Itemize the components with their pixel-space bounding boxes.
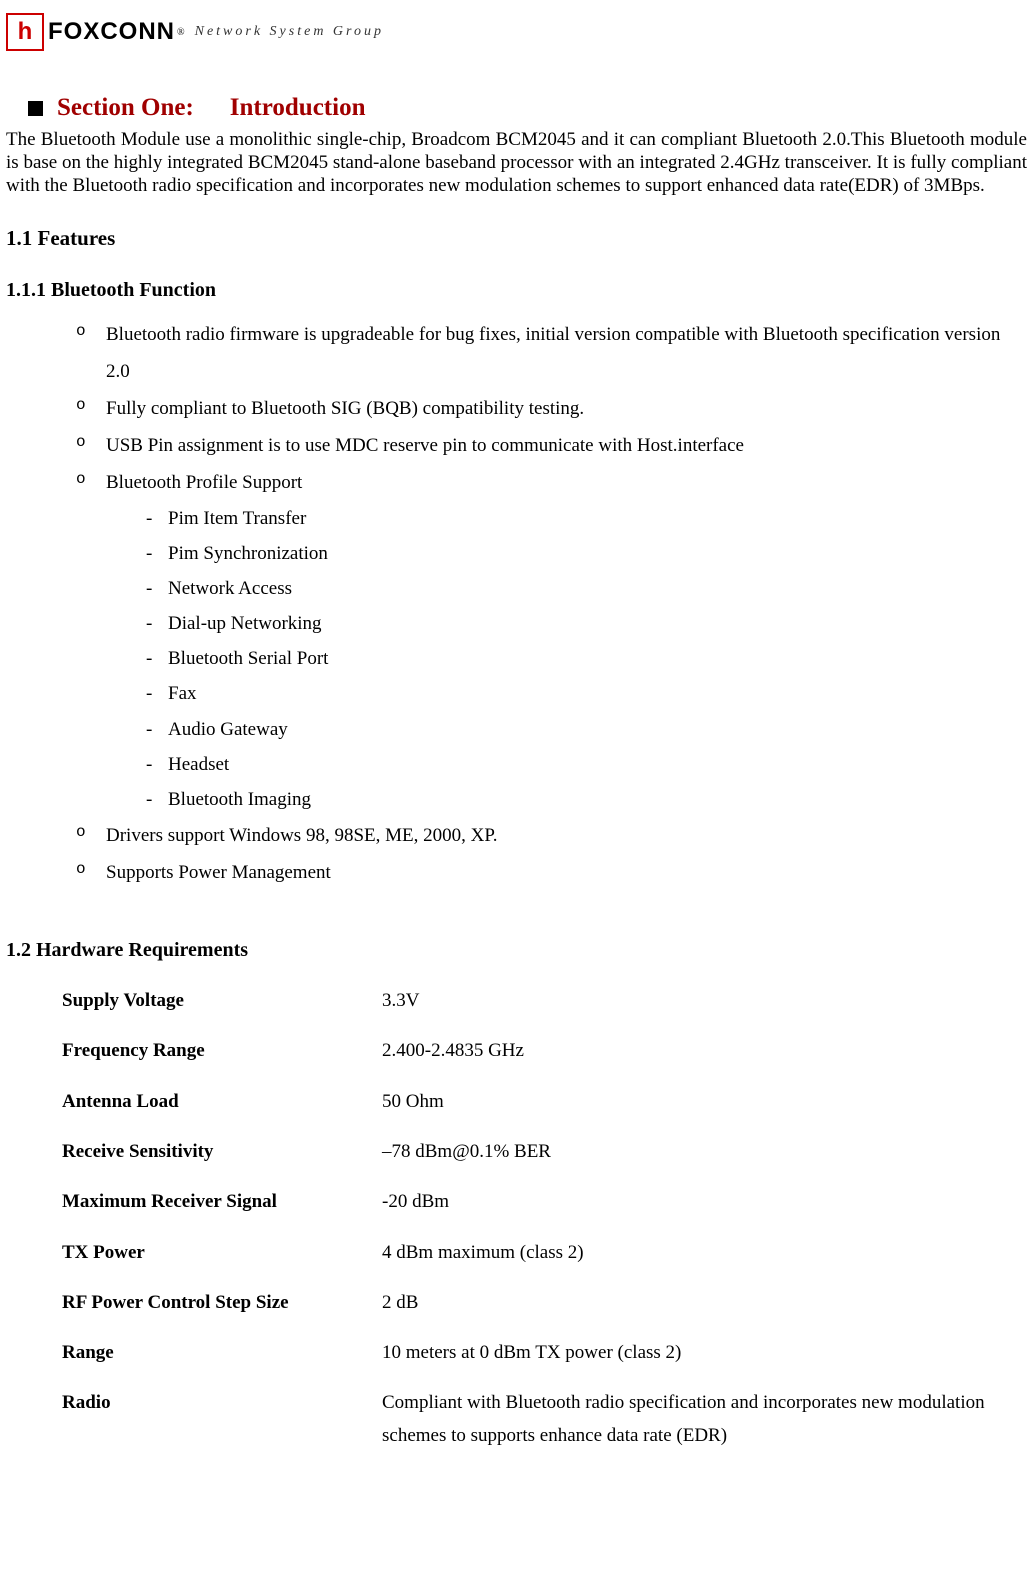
hw-value: Compliant with Bluetooth radio specifica… xyxy=(382,1378,1022,1461)
hw-value: -20 dBm xyxy=(382,1177,1022,1227)
hw-value: 50 Ohm xyxy=(382,1077,1022,1127)
table-row: RF Power Control Step Size 2 dB xyxy=(62,1278,1022,1328)
bluetooth-profile-list: Pim Item Transfer Pim Synchronization Ne… xyxy=(106,501,1027,817)
section-label: Section One: xyxy=(57,94,194,122)
hw-label: Receive Sensitivity xyxy=(62,1127,382,1177)
list-item: USB Pin assignment is to use MDC reserve… xyxy=(76,427,1027,464)
logo-mark-icon: h xyxy=(6,13,44,51)
list-item: Audio Gateway xyxy=(146,712,1027,747)
list-item: Bluetooth radio firmware is upgradeable … xyxy=(76,316,1027,390)
list-item: Dial-up Networking xyxy=(146,606,1027,641)
hw-value: –78 dBm@0.1% BER xyxy=(382,1127,1022,1177)
section-title-text: Introduction xyxy=(230,94,366,122)
hw-value: 4 dBm maximum (class 2) xyxy=(382,1228,1022,1278)
hardware-requirements-heading: 1.2 Hardware Requirements xyxy=(6,939,1027,962)
logo-subtitle: Network System Group xyxy=(195,24,384,40)
hw-label: TX Power xyxy=(62,1228,382,1278)
hw-label: RF Power Control Step Size xyxy=(62,1278,382,1328)
logo-registered: ® xyxy=(177,27,185,38)
list-item-label: Bluetooth Profile Support xyxy=(106,472,302,493)
hw-value: 10 meters at 0 dBm TX power (class 2) xyxy=(382,1328,1022,1378)
hw-label: Range xyxy=(62,1328,382,1378)
list-item: Fully compliant to Bluetooth SIG (BQB) c… xyxy=(76,390,1027,427)
bluetooth-function-list: Bluetooth radio firmware is upgradeable … xyxy=(6,316,1027,892)
hw-value: 2 dB xyxy=(382,1278,1022,1328)
features-heading: 1.1 Features xyxy=(6,226,1027,251)
table-row: Receive Sensitivity –78 dBm@0.1% BER xyxy=(62,1127,1022,1177)
list-item: Network Access xyxy=(146,571,1027,606)
hw-label: Frequency Range xyxy=(62,1026,382,1076)
logo: h FOXCONN ® Network System Group xyxy=(6,12,1027,52)
table-row: Range 10 meters at 0 dBm TX power (class… xyxy=(62,1328,1022,1378)
list-item: Headset xyxy=(146,747,1027,782)
hw-label: Maximum Receiver Signal xyxy=(62,1177,382,1227)
hardware-requirements-table: Supply Voltage 3.3V Frequency Range 2.40… xyxy=(62,976,1022,1461)
square-bullet-icon xyxy=(28,101,43,116)
hw-value: 3.3V xyxy=(382,976,1022,1026)
list-item: Bluetooth Serial Port xyxy=(146,641,1027,676)
hw-label: Supply Voltage xyxy=(62,976,382,1026)
intro-paragraph: The Bluetooth Module use a monolithic si… xyxy=(6,128,1027,198)
list-item: Supports Power Management xyxy=(76,854,1027,891)
list-item: Drivers support Windows 98, 98SE, ME, 20… xyxy=(76,817,1027,854)
bluetooth-function-heading: 1.1.1 Bluetooth Function xyxy=(6,279,1027,302)
list-item: Pim Item Transfer xyxy=(146,501,1027,536)
hw-label: Radio xyxy=(62,1378,382,1461)
table-row: Supply Voltage 3.3V xyxy=(62,976,1022,1026)
table-row: Radio Compliant with Bluetooth radio spe… xyxy=(62,1378,1022,1461)
hw-value: 2.400-2.4835 GHz xyxy=(382,1026,1022,1076)
list-item: Bluetooth Imaging xyxy=(146,782,1027,817)
list-item: Fax xyxy=(146,676,1027,711)
list-item: Bluetooth Profile Support Pim Item Trans… xyxy=(76,464,1027,817)
table-row: Maximum Receiver Signal -20 dBm xyxy=(62,1177,1022,1227)
list-item: Pim Synchronization xyxy=(146,536,1027,571)
section-one-heading: Section One: Introduction xyxy=(28,94,1027,122)
table-row: Frequency Range 2.400-2.4835 GHz xyxy=(62,1026,1022,1076)
table-row: Antenna Load 50 Ohm xyxy=(62,1077,1022,1127)
logo-brand: FOXCONN xyxy=(48,18,175,46)
hw-label: Antenna Load xyxy=(62,1077,382,1127)
table-row: TX Power 4 dBm maximum (class 2) xyxy=(62,1228,1022,1278)
